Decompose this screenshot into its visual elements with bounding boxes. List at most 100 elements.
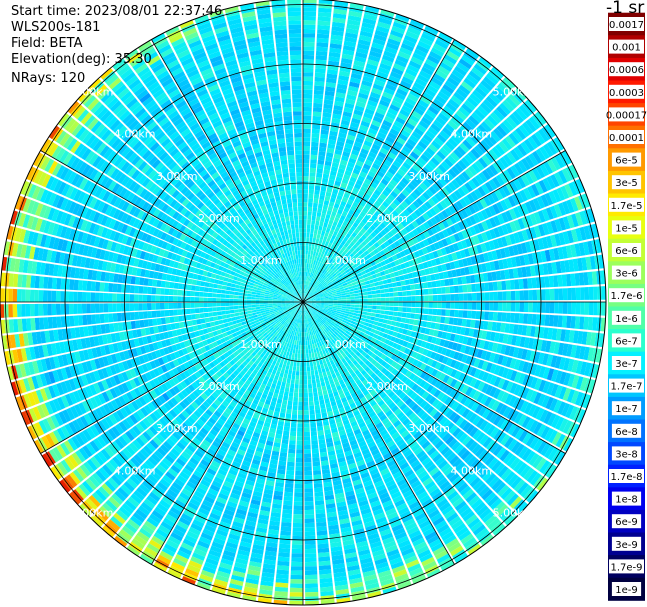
- range-gate-cell: [303, 375, 308, 380]
- range-gate-cell: [358, 307, 364, 312]
- range-gate-cell: [286, 378, 291, 384]
- range-gate-cell: [281, 517, 292, 523]
- range-gate-cell: [298, 345, 301, 350]
- range-gate-cell: [293, 392, 299, 398]
- range-gate-cell: [315, 356, 319, 362]
- range-gate-cell: [554, 288, 559, 301]
- range-gate-cell: [299, 380, 303, 385]
- range-gate-cell: [527, 278, 533, 289]
- range-gate-cell: [382, 319, 388, 324]
- range-gate-cell: [471, 302, 477, 310]
- range-gate-cell: [575, 302, 581, 315]
- range-gate-cell: [303, 167, 309, 173]
- range-gate-cell: [471, 283, 477, 292]
- range-gate-cell: [327, 60, 340, 67]
- range-gate-cell: [575, 287, 581, 300]
- range-gate-cell: [303, 111, 312, 116]
- range-gate-cell: [320, 129, 329, 135]
- range-gate-cell: [358, 310, 363, 315]
- range-gate-cell: [313, 396, 319, 402]
- range-gate-cell: [307, 340, 310, 346]
- range-gate-cell: [357, 43, 370, 51]
- range-gate-cell: [362, 288, 368, 293]
- range-gate-cell: [354, 105, 365, 112]
- range-gate-cell: [365, 284, 371, 288]
- range-gate-cell: [313, 246, 318, 252]
- range-gate-cell: [557, 315, 563, 328]
- range-gate-cell: [305, 289, 307, 294]
- range-gate-cell: [289, 387, 294, 393]
- range-gate-cell: [383, 314, 389, 320]
- range-gate-cell: [359, 304, 364, 308]
- range-gate-cell: [303, 358, 307, 363]
- range-gate-cell: [387, 315, 393, 321]
- range-gate-cell: [324, 90, 335, 97]
- range-gate-cell: [392, 282, 398, 288]
- range-gate-cell: [295, 462, 303, 467]
- range-gate-cell: [304, 440, 311, 446]
- range-gate-cell: [293, 509, 303, 515]
- range-gate-cell: [282, 364, 287, 369]
- range-gate-cell: [527, 313, 533, 325]
- range-gate-cell: [570, 316, 576, 329]
- range-gate-cell: [449, 309, 455, 317]
- range-gate-cell: [328, 139, 337, 145]
- range-gate-cell: [294, 384, 299, 389]
- range-gate-cell: [368, 302, 373, 306]
- range-gate-cell: [369, 50, 382, 59]
- range-gate-cell: [352, 64, 365, 72]
- range-gate-cell: [488, 282, 494, 291]
- range-gate-cell: [320, 363, 325, 369]
- range-gate-cell: [309, 272, 313, 278]
- range-gate-cell: [343, 45, 356, 52]
- range-gate-cell: [305, 271, 308, 277]
- range-gate-cell: [458, 285, 464, 293]
- range-gate-cell: [312, 115, 322, 121]
- range-gate-cell: [308, 396, 314, 402]
- range-gate-cell: [365, 315, 371, 320]
- range-gate-cell: [313, 102, 323, 108]
- range-gate-cell: [440, 279, 446, 287]
- range-gate-cell: [306, 267, 309, 272]
- range-gate-cell: [319, 443, 327, 449]
- range-gate-cell: [304, 263, 307, 268]
- range-gate-cell: [597, 286, 603, 300]
- range-gate-cell: [314, 496, 324, 502]
- range-gate-cell: [303, 392, 308, 398]
- range-gate-cell: [281, 513, 292, 519]
- range-gate-cell: [280, 530, 291, 536]
- range-gate-cell: [303, 163, 310, 168]
- range-gate-cell: [303, 336, 305, 341]
- range-gate-cell: [323, 169, 330, 175]
- range-gate-cell: [475, 283, 481, 292]
- range-gate-cell: [505, 280, 511, 290]
- range-gate-cell: [415, 289, 420, 296]
- range-gate-cell: [342, 49, 355, 56]
- range-gate-cell: [304, 289, 307, 294]
- range-gate-cell: [489, 292, 494, 301]
- range-gate-cell: [441, 287, 446, 294]
- range-gate-cell: [316, 530, 328, 536]
- range-gate-cell: [304, 462, 312, 467]
- range-gate-cell: [296, 449, 303, 454]
- range-gate-cell: [315, 504, 325, 510]
- range-gate-cell: [345, 28, 359, 35]
- range-gate-cell: [322, 112, 332, 118]
- range-gate-cell: [303, 289, 305, 294]
- range-gate-cell: [336, 172, 344, 178]
- range-gate-cell: [303, 59, 314, 64]
- range-gate-cell: [312, 361, 317, 367]
- range-gate-cell: [506, 291, 512, 301]
- range-gate-cell: [488, 311, 494, 321]
- range-gate-cell: [343, 147, 352, 154]
- range-gate-cell: [329, 174, 336, 181]
- range-gate-cell: [341, 53, 354, 60]
- range-gate-cell: [313, 260, 317, 265]
- range-gate-cell: [305, 254, 308, 259]
- range-gate-cell: [523, 302, 529, 313]
- range-gate-cell: [367, 298, 373, 302]
- range-gate-cell: [319, 377, 325, 383]
- range-gate-cell: [397, 286, 403, 292]
- range-gate-cell: [331, 162, 339, 168]
- range-gate-cell: [315, 378, 321, 384]
